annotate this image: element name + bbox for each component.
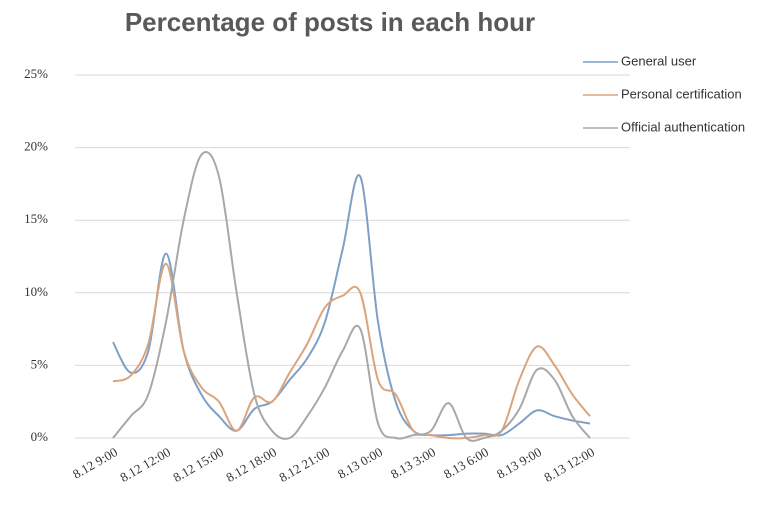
x-tick-label: 8.13 3:00 bbox=[388, 444, 438, 482]
legend-label: Personal certification bbox=[621, 86, 742, 101]
x-tick-label: 8.12 21:00 bbox=[276, 444, 332, 485]
x-tick-label: 8.13 9:00 bbox=[494, 444, 544, 482]
legend-label: Official authentication bbox=[621, 119, 745, 134]
series-line bbox=[112, 262, 591, 440]
x-tick-label: 8.13 12:00 bbox=[541, 444, 597, 485]
x-tick-label: 8.13 6:00 bbox=[441, 444, 491, 482]
series-line bbox=[112, 150, 591, 442]
y-tick-label: 10% bbox=[24, 284, 48, 299]
x-tick-label: 8.12 15:00 bbox=[170, 444, 226, 485]
y-tick-label: 5% bbox=[31, 356, 49, 371]
y-tick-label: 15% bbox=[24, 211, 48, 226]
y-tick-label: 0% bbox=[31, 429, 49, 444]
legend-label: General user bbox=[621, 53, 697, 68]
y-tick-label: 25% bbox=[24, 66, 48, 81]
x-tick-label: 8.12 18:00 bbox=[223, 444, 279, 485]
chart-title: Percentage of posts in each hour bbox=[125, 7, 535, 37]
x-tick-label: 8.12 9:00 bbox=[70, 444, 120, 482]
x-tick-label: 8.13 0:00 bbox=[335, 444, 385, 482]
x-tick-label: 8.12 12:00 bbox=[117, 444, 173, 485]
y-tick-label: 20% bbox=[24, 139, 48, 154]
